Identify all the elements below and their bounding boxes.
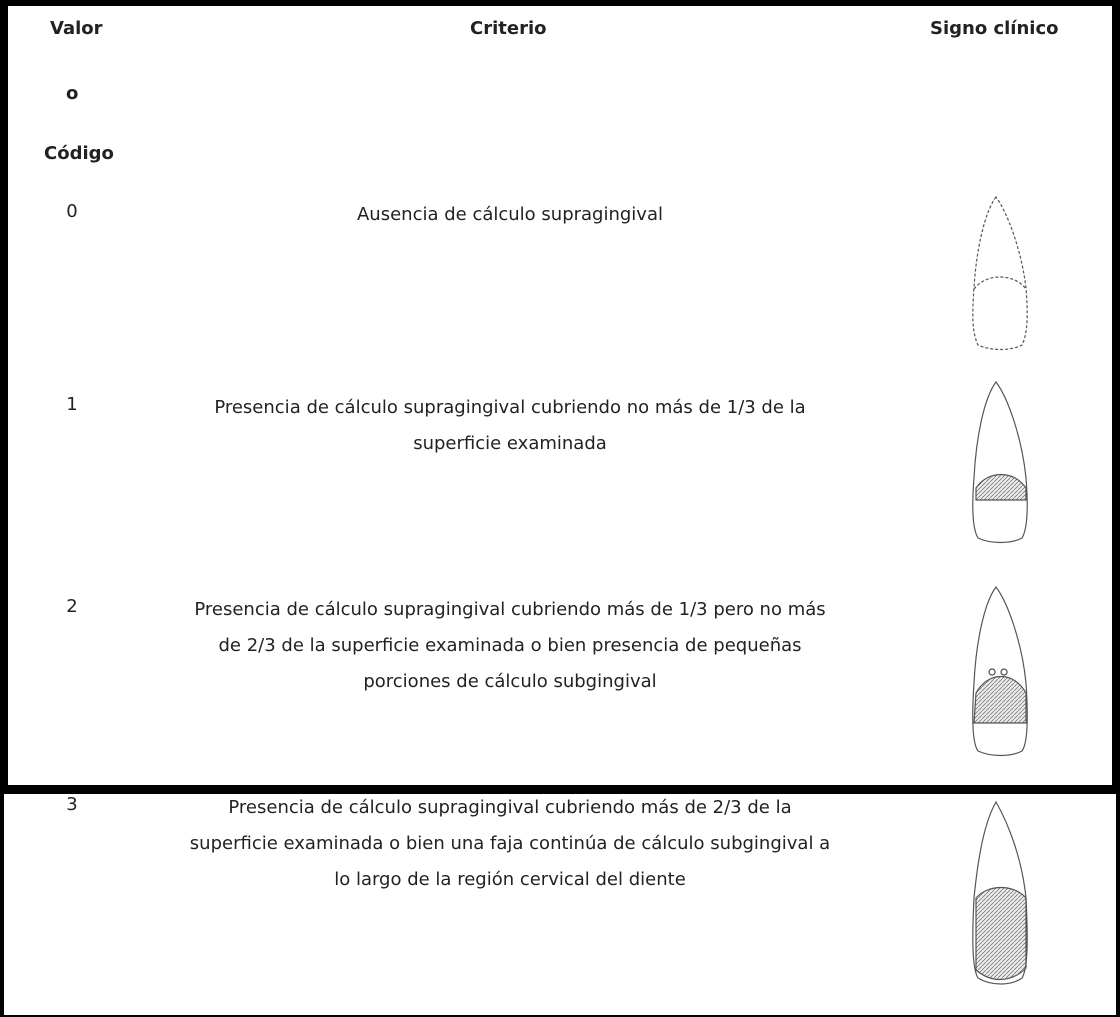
header-criterion: Criterio <box>470 18 547 39</box>
row-code: 0 <box>66 201 78 222</box>
tooth-drawing <box>972 380 1028 544</box>
header-code: o <box>66 83 79 104</box>
row-code: 3 <box>66 794 78 815</box>
table-frame-lower <box>0 793 1120 1017</box>
criterion-line: de 2/3 de la superficie examinada o bien… <box>218 635 802 656</box>
criterion-line: lo largo de la región cervical del dient… <box>334 869 686 890</box>
tooth-drawing <box>972 800 1028 985</box>
criterion-line: Ausencia de cálculo supragingival <box>356 204 663 225</box>
criterion-line: Presencia de cálculo supragingival cubri… <box>214 397 806 418</box>
header-code: Código <box>44 143 114 164</box>
criterion-line: superficie examinada o bien una faja con… <box>189 833 831 854</box>
tooth-drawing <box>972 585 1028 757</box>
separator <box>0 785 1120 794</box>
criterion-line: Presencia de cálculo supragingival cubri… <box>228 797 792 818</box>
tooth-drawing <box>972 195 1028 351</box>
criterion-line: Presencia de cálculo supragingival cubri… <box>194 599 826 620</box>
row-code: 1 <box>66 394 78 415</box>
criterion-line: porciones de cálculo subgingival <box>363 671 657 692</box>
header-sign: Signo clínico <box>930 18 1059 39</box>
row-code: 2 <box>66 596 78 617</box>
criterion-line: superficie examinada <box>413 433 607 454</box>
header-code: Valor <box>50 18 103 39</box>
